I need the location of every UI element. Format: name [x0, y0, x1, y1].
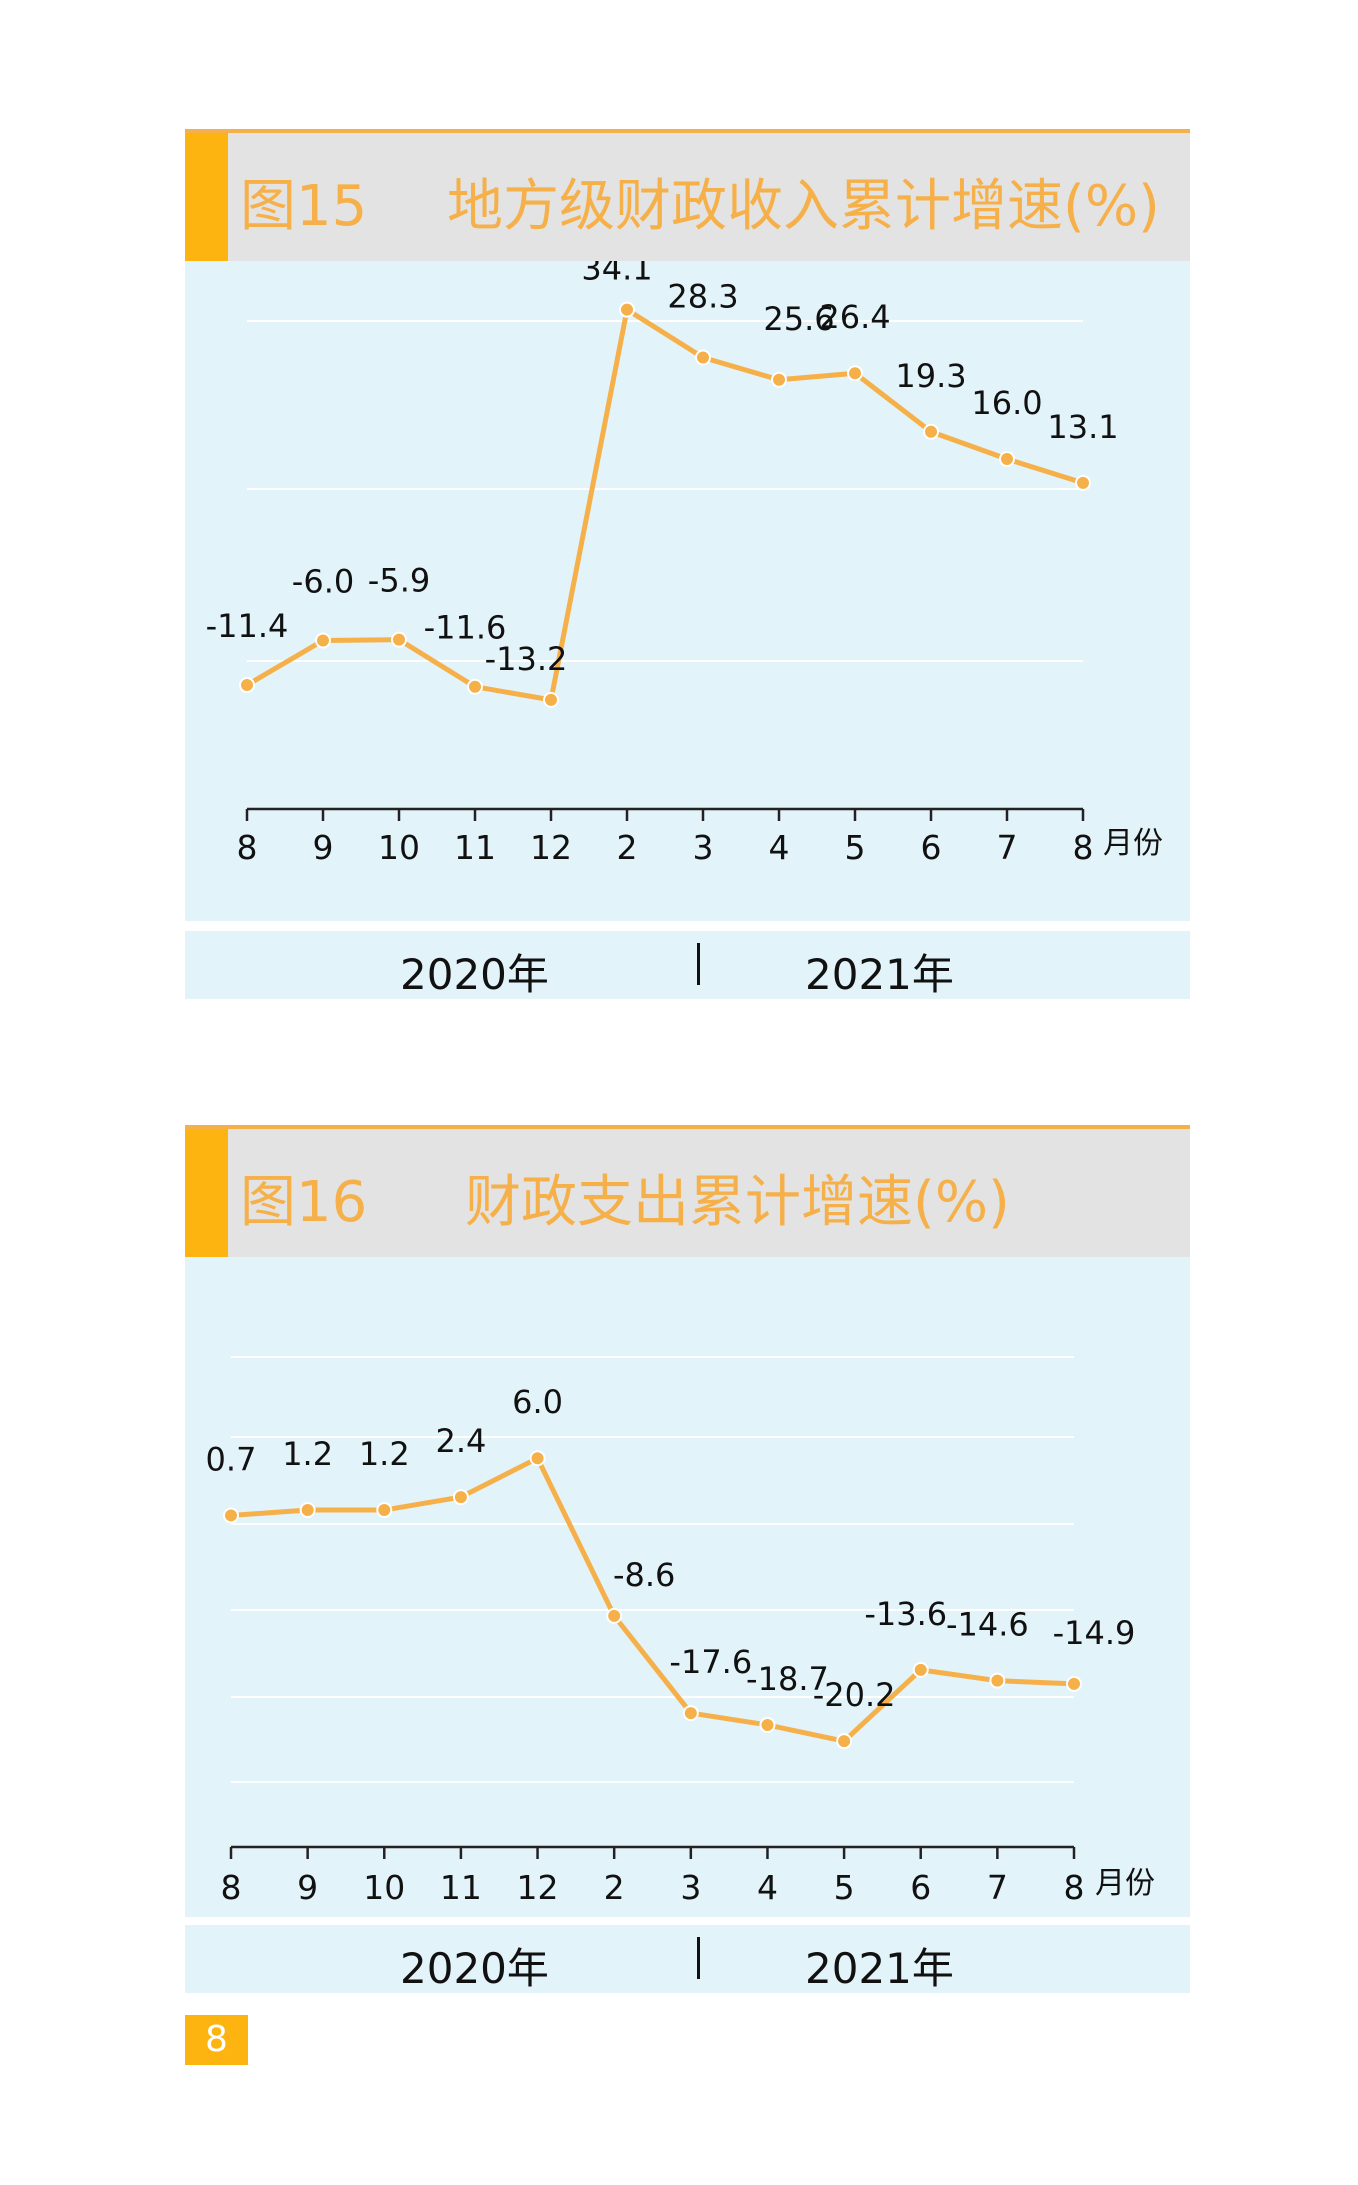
data-value-label: -20.2: [813, 1676, 896, 1714]
data-value-label: -5.9: [368, 562, 430, 600]
data-point: [452, 1489, 469, 1506]
figure-16-year-bar: 2020年 2021年: [185, 1925, 1190, 1993]
data-value-label: 26.4: [819, 298, 890, 336]
data-point: [543, 691, 559, 708]
x-tick-label: 6: [921, 828, 942, 867]
data-value-label: 28.3: [667, 278, 738, 316]
figure-16-year-2021: 2021年: [805, 1944, 954, 1993]
data-point: [682, 1705, 699, 1722]
figure-15-year-2021: 2021年: [805, 950, 954, 999]
data-value-label: 1.2: [359, 1435, 410, 1473]
data-point: [695, 349, 711, 366]
x-tick-label: 2: [617, 828, 638, 867]
data-value-label: 25.6: [763, 300, 834, 338]
x-tick-label: 6: [910, 1868, 931, 1907]
data-value-label: 16.0: [971, 384, 1042, 422]
data-value-label: 34.1: [581, 261, 652, 288]
data-value-label: -13.6: [864, 1595, 947, 1633]
figure-15-plot-area: 8 9 10 11 12 2 3 4 5 6 7 8 月份 -11.4 -6.0 -5.9 -11.6 -13.2…: [185, 250, 1190, 921]
x-tick-label: 11: [440, 1868, 482, 1907]
x-tick-label: 5: [834, 1868, 855, 1907]
data-value-label: -11.6: [424, 609, 507, 647]
data-point: [315, 632, 331, 649]
x-axis-unit-label: 月份: [1103, 826, 1163, 861]
data-point: [923, 423, 939, 440]
data-value-label: -8.6: [613, 1556, 675, 1594]
data-point: [847, 365, 863, 382]
figure-15-header: 图15 地方级财政收入累计增速(%): [185, 129, 1190, 261]
data-point: [619, 301, 635, 318]
data-point: [1075, 474, 1091, 491]
data-point: [836, 1733, 853, 1750]
figure-16-title: 财政支出累计增速(%): [465, 1170, 1010, 1235]
data-value-label: -18.7: [746, 1660, 829, 1698]
figure-15-line-chart: 8 9 10 11 12 2 3 4 5 6 7 8 月份 -11.4-6.0 -5.9 -11.6-13.2…: [206, 250, 1163, 867]
data-point: [999, 451, 1015, 467]
x-tick-label: 3: [680, 1868, 701, 1907]
data-point: [771, 371, 787, 388]
x-tick-label: 5: [845, 828, 866, 867]
data-value-label: -17.6: [669, 1643, 752, 1681]
x-tick-label: 9: [297, 1868, 318, 1907]
figure-15-year-2020: 2020年: [400, 950, 549, 999]
figure-15-title: 地方级财政收入累计增速(%): [447, 174, 1160, 239]
x-tick-label: 3: [693, 828, 714, 867]
data-point: [606, 1607, 623, 1624]
figure-15-year-bar: 2020年 2021年: [185, 931, 1190, 999]
data-point: [239, 677, 255, 694]
x-axis-unit-label: 月份: [1095, 1866, 1155, 1901]
x-tick-label: 8: [237, 828, 258, 867]
data-point: [759, 1716, 776, 1733]
x-tick-label: 7: [997, 828, 1018, 867]
x-tick-label: 9: [313, 828, 334, 867]
data-point: [223, 1507, 239, 1524]
data-value-label: -14.6: [946, 1606, 1029, 1644]
data-value-label: -11.4: [206, 607, 289, 645]
x-tick-label: 12: [517, 1868, 559, 1907]
figure-16-label: 图16: [240, 1170, 368, 1235]
data-point: [1066, 1675, 1082, 1692]
figure-15-label: 图15: [240, 174, 368, 239]
x-tick-label: 4: [757, 1868, 778, 1907]
figure-16-year-2020: 2020年: [400, 1944, 549, 1993]
series-line: [230, 1455, 1075, 1744]
data-value-label: 19.3: [895, 357, 966, 395]
x-tick-label: 10: [363, 1868, 405, 1907]
data-value-label: 1.2: [282, 1435, 333, 1473]
figure-15: 图15 地方级财政收入累计增速(%) 8 9 10 11 12 2 3 4 5 6 7 8 月份 -11.…: [185, 129, 1190, 999]
figure-16: 图16 财政支出累计增速(%) 8 9 10 11 12 2 3 4 5 6 7 8 月份 0.7 1.2 1…: [185, 1125, 1190, 1995]
data-value-label: 2.4: [435, 1422, 486, 1460]
data-value-label: 6.0: [512, 1383, 563, 1421]
x-tick-label: 8: [1064, 1868, 1085, 1907]
figure-16-accent-bar: [185, 1129, 228, 1257]
x-tick-label: 4: [769, 828, 790, 867]
x-tick-label: 8: [1073, 828, 1094, 867]
figure-16-plot-area: 8 9 10 11 12 2 3 4 5 6 7 8 月份 0.7 1.2 1.2 2.4 6.0 -8.6 -17.…: [185, 1257, 1190, 1917]
page-number: 8: [185, 2015, 248, 2065]
data-point: [989, 1672, 1006, 1689]
x-tick-label: 2: [604, 1868, 625, 1907]
figure-16-line-chart: 8 9 10 11 12 2 3 4 5 6 7 8 月份 0.7 1.2 1.2 2.4 6.0 -8.6 -17.…: [206, 1356, 1155, 1907]
data-value-label: -14.9: [1053, 1614, 1136, 1652]
data-point: [391, 631, 407, 648]
data-value-label: -6.0: [292, 563, 354, 601]
figure-15-year-separator: [697, 943, 700, 985]
figure-16-year-separator: [697, 1937, 700, 1979]
x-tick-label: 10: [378, 828, 420, 867]
data-value-label: -13.2: [485, 640, 568, 678]
x-tick-label: 8: [221, 1868, 242, 1907]
x-tick-label: 7: [987, 1868, 1008, 1907]
figure-15-accent-bar: [185, 133, 228, 261]
x-tick-label: 11: [454, 828, 496, 867]
data-point: [529, 1450, 546, 1467]
data-value-label: 13.1: [1047, 408, 1118, 446]
data-point: [376, 1502, 393, 1519]
series-line: [245, 307, 1084, 703]
data-point: [467, 678, 483, 695]
data-value-label: 0.7: [206, 1440, 257, 1478]
data-point: [299, 1502, 316, 1519]
x-tick-label: 12: [530, 828, 572, 867]
figure-16-header: 图16 财政支出累计增速(%): [185, 1125, 1190, 1257]
data-point: [912, 1661, 929, 1678]
